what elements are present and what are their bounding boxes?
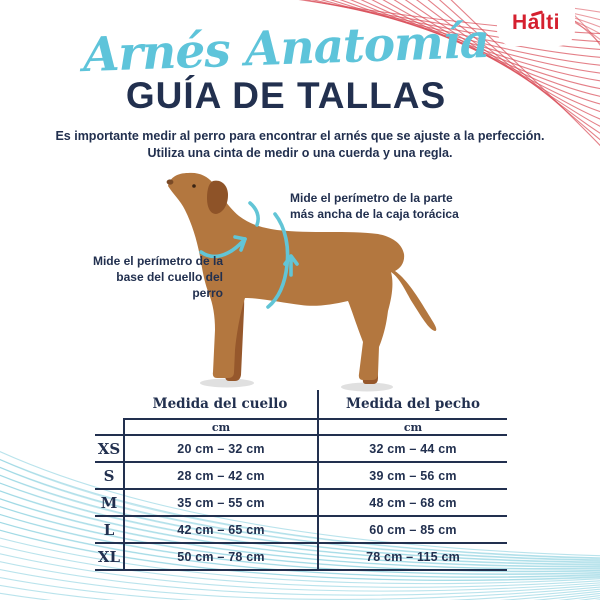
size-label: L [95, 517, 123, 544]
unit-corner [95, 418, 123, 436]
neck-measure-arc [248, 201, 260, 227]
neck-arrowhead-icon [233, 235, 247, 252]
chest-value: 39 cm – 56 cm [317, 463, 507, 490]
dog-ear [207, 180, 228, 214]
neck-value: 35 cm – 55 cm [123, 490, 317, 517]
chest-note-line-1: Mide el perímetro de la parte [290, 191, 453, 205]
chest-measure-note: Mide el perímetro de la parte más ancha … [290, 190, 460, 222]
chest-value: 32 cm – 44 cm [317, 436, 507, 463]
chest-measure-arrow [283, 254, 299, 277]
intro-line-1: Es importante medir al perro para encont… [55, 129, 545, 143]
chest-measure-arc [266, 212, 290, 309]
size-label: M [95, 490, 123, 517]
front-feet-shadow [200, 378, 254, 388]
neck-note-line-2: base del cuello del perro [116, 270, 223, 300]
size-label: S [95, 463, 123, 490]
size-label: XL [95, 544, 123, 571]
neck-note-line-1: Mide el perímetro de la [92, 254, 223, 268]
dog-photo [166, 172, 437, 392]
intro-line-2: Utiliza una cinta de medir o una cuerda … [147, 146, 453, 160]
neck-measure-note: Mide el perímetro de la base del cuello … [85, 253, 223, 301]
halti-logo-text: Halti [511, 11, 560, 34]
script-title: Arnés Anatomía [81, 13, 490, 84]
column-header-chest: Medida del pecho [317, 390, 507, 418]
chest-value: 78 cm – 115 cm [317, 544, 507, 571]
dog-nose [166, 179, 174, 185]
table-corner [95, 390, 123, 418]
neck-value: 20 cm – 32 cm [123, 436, 317, 463]
neck-value: 50 cm – 78 cm [123, 544, 317, 571]
neck-value: 28 cm – 42 cm [123, 463, 317, 490]
intro-text: Es importante medir al perro para encont… [0, 128, 600, 162]
chest-note-line-2: más ancha de la caja torácica [290, 207, 459, 221]
halti-logo: Halti [497, 0, 575, 46]
neck-value: 42 cm – 65 cm [123, 517, 317, 544]
column-header-neck: Medida del cuello [152, 396, 288, 412]
neck-measure-arrow [199, 237, 247, 259]
size-table: Medida del cuello Medida del pecho cm cm… [95, 390, 507, 571]
chest-value: 48 cm – 68 cm [317, 490, 507, 517]
unit-cell-chest: cm [317, 418, 507, 436]
title-block: Arnés Anatomía GUÍA DE TALLAS [0, 0, 572, 116]
dog-eye [192, 184, 196, 188]
unit-cell-neck: cm [123, 418, 317, 436]
chest-value: 60 cm – 85 cm [317, 517, 507, 544]
size-label: XS [95, 436, 123, 463]
dog-body [168, 172, 437, 380]
rear-feet-shadow [341, 382, 393, 392]
